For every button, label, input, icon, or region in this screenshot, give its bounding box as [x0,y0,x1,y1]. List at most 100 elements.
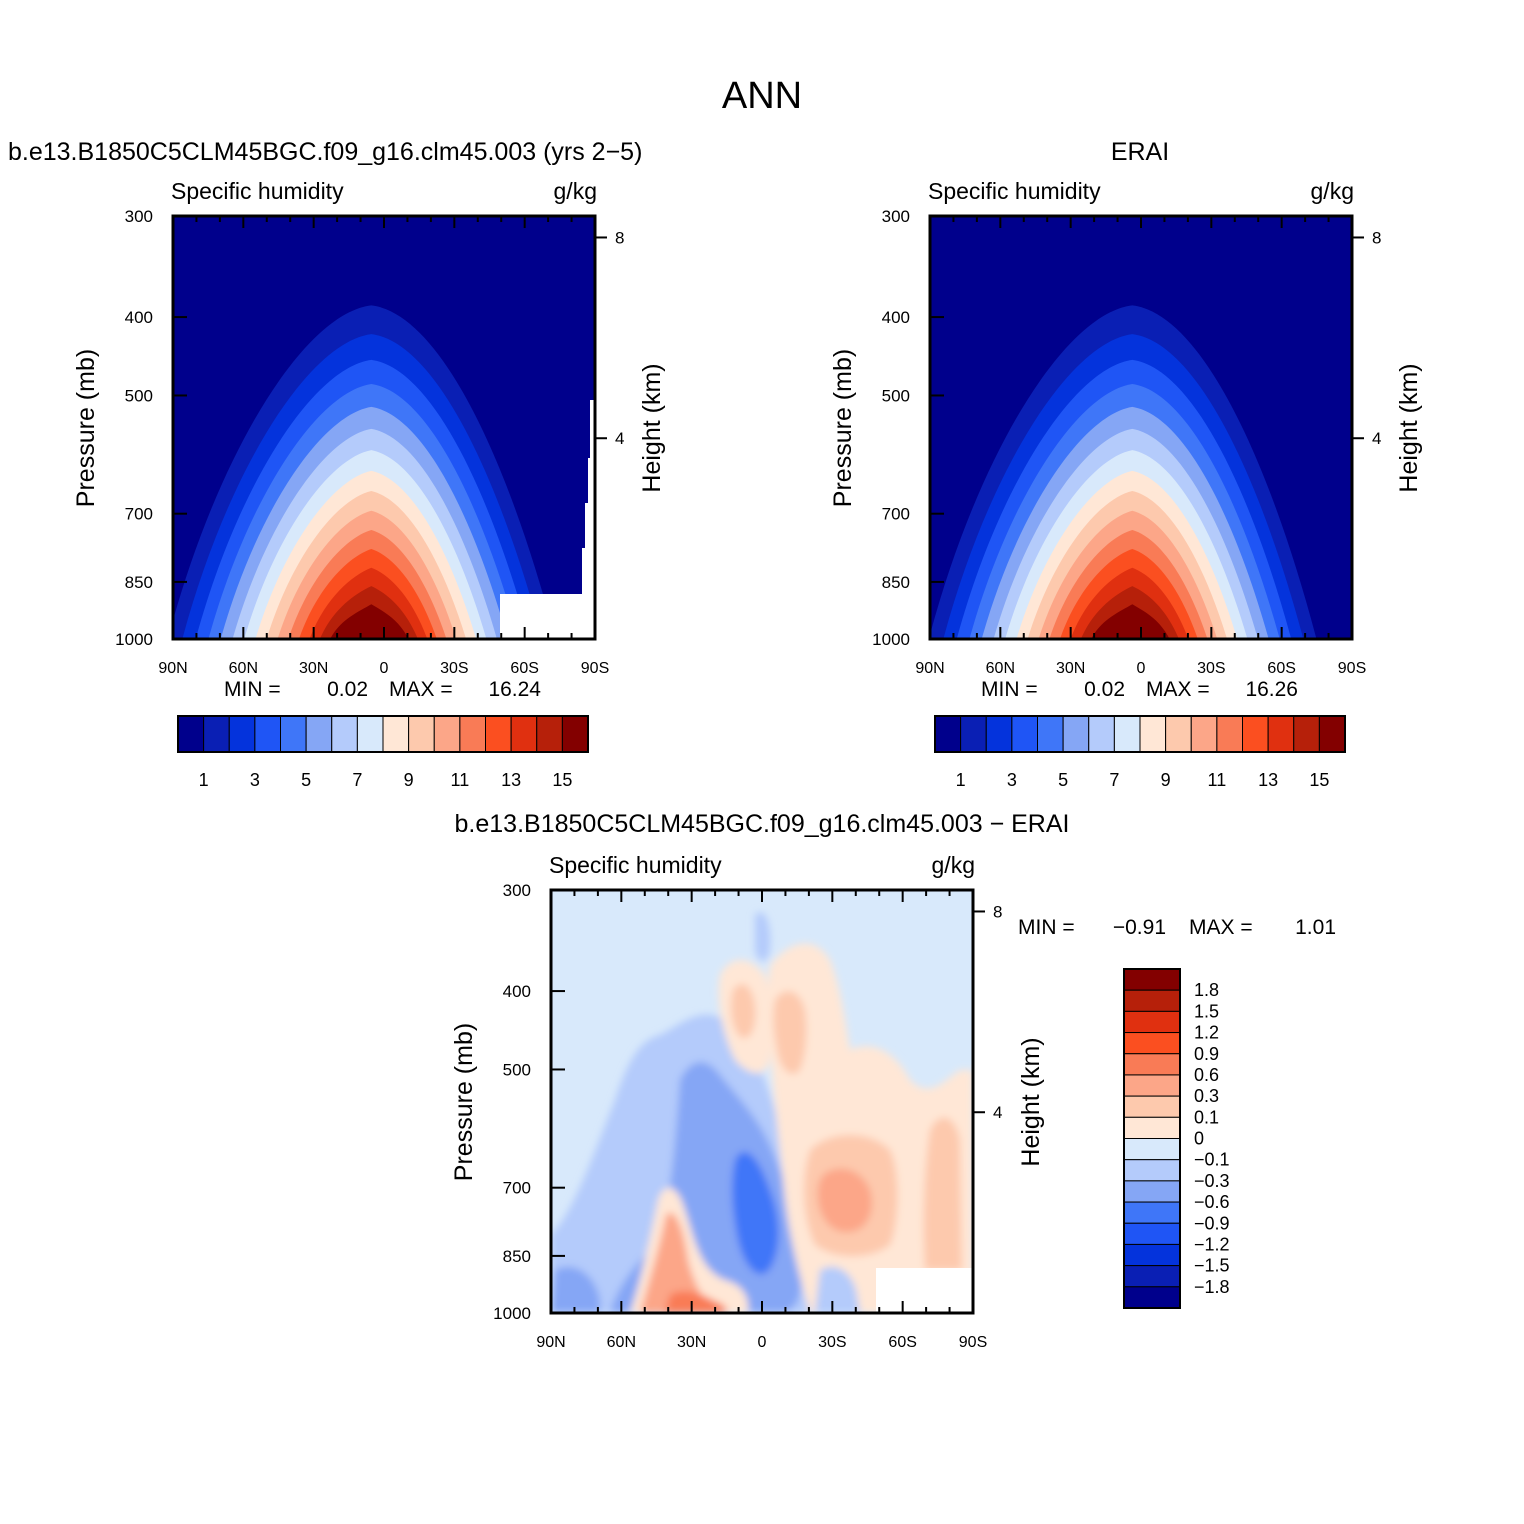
x-tick-label: 30N [299,660,328,677]
colorbar-cell [280,715,307,753]
x-tick-label: 30N [1056,660,1085,677]
colorbar-cell [1123,1201,1181,1224]
colorbar-cell [1123,1032,1181,1055]
x-tick-label: 60S [1267,660,1295,677]
colorbar-cell [1293,715,1320,753]
colorbar-label: 0.9 [1194,1044,1219,1064]
colorbar-cell [1216,715,1243,753]
x-tick-label: 90N [536,1334,565,1351]
y-tick-label: 400 [125,308,153,327]
colorbar-cell [1165,715,1192,753]
panel-model-title: b.e13.B1850C5CLM45BGC.f09_g16.clm45.003 … [8,138,642,166]
colorbar-cell [1123,1074,1181,1097]
colorbar-cell [1123,1265,1181,1288]
y2-tick-label: 8 [1372,228,1381,247]
y-tick-label: 850 [503,1247,531,1266]
x-tick-label: 60S [888,1334,916,1351]
y2-tick-label: 4 [615,429,624,448]
panel-diff-missing-region [876,1268,973,1313]
colorbar-cell [1123,1116,1181,1139]
colorbar-cell [433,715,461,753]
panel-model-variable: Specific humidity [171,178,344,204]
colorbar-cell [1123,989,1181,1012]
panel-obs-min-label: MIN = [981,678,1038,701]
colorbar-label: 7 [352,770,362,790]
colorbar-label: 3 [1007,770,1017,790]
panel-model-ylabel: Pressure (mb) [72,349,100,507]
x-tick-label: 60S [510,660,538,677]
panel-model-units: g/kg [554,178,597,204]
y-tick-label: 500 [503,1060,531,1079]
y-tick-label: 300 [882,207,910,226]
colorbar-cell [1318,715,1346,753]
colorbar-label: 9 [404,770,414,790]
colorbar-label: −0.9 [1194,1213,1230,1233]
x-tick-label: 90S [581,660,609,677]
panel-obs-title: ERAI [1111,138,1169,166]
colorbar-cell [1123,1243,1181,1267]
colorbar-cell [1123,968,1181,991]
colorbar-cell [1139,715,1167,753]
panel-diff-colorbar: 1.81.51.20.90.60.30.10−0.1−0.3−0.6−0.9−1… [1123,968,1230,1309]
colorbar-label: 0.1 [1194,1107,1219,1127]
colorbar-cell [203,715,230,753]
colorbar-cell [510,715,538,753]
colorbar-cell [960,715,987,753]
diff-pos-south-mid-core [817,1168,872,1233]
colorbar-label: 5 [301,770,311,790]
panel-obs-plot-area [930,216,1352,639]
y-tick-label: 850 [125,573,153,592]
x-tick-label: 60N [229,660,258,677]
diff-neg-core [732,1151,779,1275]
x-tick-label: 60N [986,660,1015,677]
panel-diff: b.e13.B1850C5CLM45BGC.f09_g16.clm45.003 … [450,810,1336,1351]
colorbar-label: 7 [1109,770,1119,790]
panel-obs-units: g/kg [1311,178,1354,204]
colorbar-cell [1123,1180,1181,1203]
panel-model-min-label: MIN = [224,678,281,701]
colorbar-label: 0 [1194,1129,1204,1149]
panel-obs-max-value: 16.26 [1245,678,1298,701]
x-tick-label: 90S [959,1334,987,1351]
colorbar-label: 1.2 [1194,1023,1219,1043]
humidity-contour-level [330,604,409,639]
y-tick-label: 700 [503,1179,531,1198]
panel-obs-variable: Specific humidity [928,178,1101,204]
diff-pos-south-upper-core [773,991,807,1074]
y2-tick-label: 4 [993,1103,1002,1122]
colorbar-frame [934,715,1346,753]
panel-diff-ylabel: Pressure (mb) [450,1023,478,1181]
x-tick-label: 30S [440,660,468,677]
panel-model-max-value: 16.24 [488,678,541,701]
x-tick-label: 30S [1197,660,1225,677]
colorbar-cell [459,715,486,753]
x-tick-label: 0 [1137,660,1146,677]
humidity-contour-level [1091,604,1170,639]
diff-pos-tropical-upper-core [731,984,756,1039]
panel-model-y2label: Height (km) [638,363,666,492]
x-tick-label: 0 [758,1334,767,1351]
colorbar-cell [1242,715,1269,753]
panel-obs-colorbar: 1 3 5 7 9 11 13 15 [934,715,1346,790]
colorbar-cell [1113,715,1141,753]
diff-neg-lower-left [551,1266,600,1313]
panel-model: b.e13.B1850C5CLM45BGC.f09_g16.clm45.003 … [8,138,666,790]
panel-diff-min-label: MIN = [1018,916,1075,939]
colorbar-label: 1.5 [1194,1001,1219,1021]
y2-tick-label: 8 [615,228,624,247]
x-tick-label: 90N [158,660,187,677]
panel-diff-title: b.e13.B1850C5CLM45BGC.f09_g16.clm45.003 … [455,810,1070,838]
colorbar-cell [1037,715,1064,753]
y-tick-label: 300 [125,207,153,226]
colorbar-cell [177,715,205,753]
panel-obs: ERAI Specific humidity g/kg 90N 60N 30N 0 30… [829,138,1423,790]
panel-obs-contours [930,305,1317,639]
x-tick-label: 0 [380,660,389,677]
colorbar-cell [1011,715,1038,753]
panel-diff-units: g/kg [932,852,975,878]
colorbar-label: 1.8 [1194,980,1219,1000]
colorbar-cell [305,715,333,753]
colorbar-label: 5 [1058,770,1068,790]
panel-diff-axes: 90N 60N 30N 0 30S 60S 90S 300 400 500 700 850 1000 8 4 [493,881,1002,1351]
